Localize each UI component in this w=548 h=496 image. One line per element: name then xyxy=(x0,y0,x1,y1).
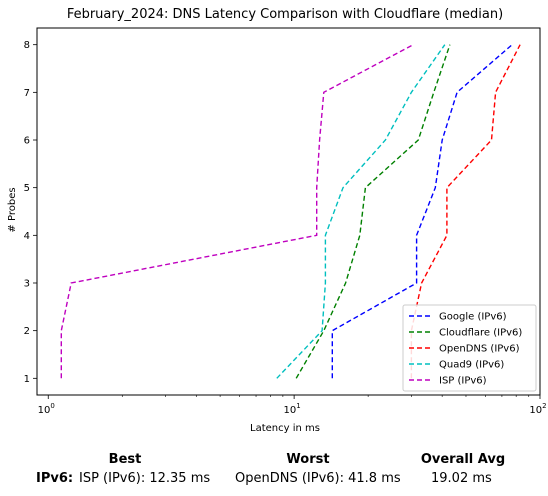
worst-header: Worst xyxy=(286,452,330,467)
overall-avg-header: Overall Avg xyxy=(420,452,506,467)
series-line xyxy=(331,44,513,379)
legend: Google (IPv6) Cloudflare (IPv6) OpenDNS (I… xyxy=(402,304,537,392)
legend-label: Cloudflare (IPv6) xyxy=(439,328,522,339)
best-header: Best xyxy=(108,452,142,467)
summary-table: Best Worst Overall Avg IPv6: ISP (IPv6):… xyxy=(0,446,548,496)
ipv6-row-label: IPv6: xyxy=(36,471,74,486)
chart-title: February_2024: DNS Latency Comparison wi… xyxy=(67,7,503,22)
legend-label: Quad9 (IPv6) xyxy=(439,360,504,371)
best-value: ISP (IPv6): 12.35 ms xyxy=(79,471,211,486)
chart-figure: February_2024: DNS Latency Comparison wi… xyxy=(7,7,547,434)
y-axis-label: # Probes xyxy=(7,187,18,232)
y-tick-label: 3 xyxy=(24,278,30,289)
legend-box xyxy=(402,304,537,392)
legend-label: OpenDNS (IPv6) xyxy=(439,344,520,355)
series-line xyxy=(60,44,414,379)
y-tick-label: 1 xyxy=(24,374,30,385)
plot-frame xyxy=(36,27,541,396)
overall-avg-value: 19.02 ms xyxy=(431,471,492,486)
y-tick-label: 8 xyxy=(24,40,30,51)
legend-label: Google (IPv6) xyxy=(439,312,507,323)
x-tick-label: 102 xyxy=(529,402,546,416)
x-tick-label: 100 xyxy=(38,402,55,416)
worst-value: OpenDNS (IPv6): 41.8 ms xyxy=(235,471,401,486)
series-line xyxy=(276,44,446,379)
y-tick-label: 7 xyxy=(24,88,30,99)
legend-label: ISP (IPv6) xyxy=(439,376,487,387)
x-tick-label: 101 xyxy=(284,402,301,416)
y-tick-label: 4 xyxy=(24,231,30,242)
x-axis-label: Latency in ms xyxy=(250,423,320,434)
y-tick-label: 5 xyxy=(24,183,30,194)
y-tick-label: 2 xyxy=(24,326,30,337)
y-tick-label: 6 xyxy=(24,136,30,147)
